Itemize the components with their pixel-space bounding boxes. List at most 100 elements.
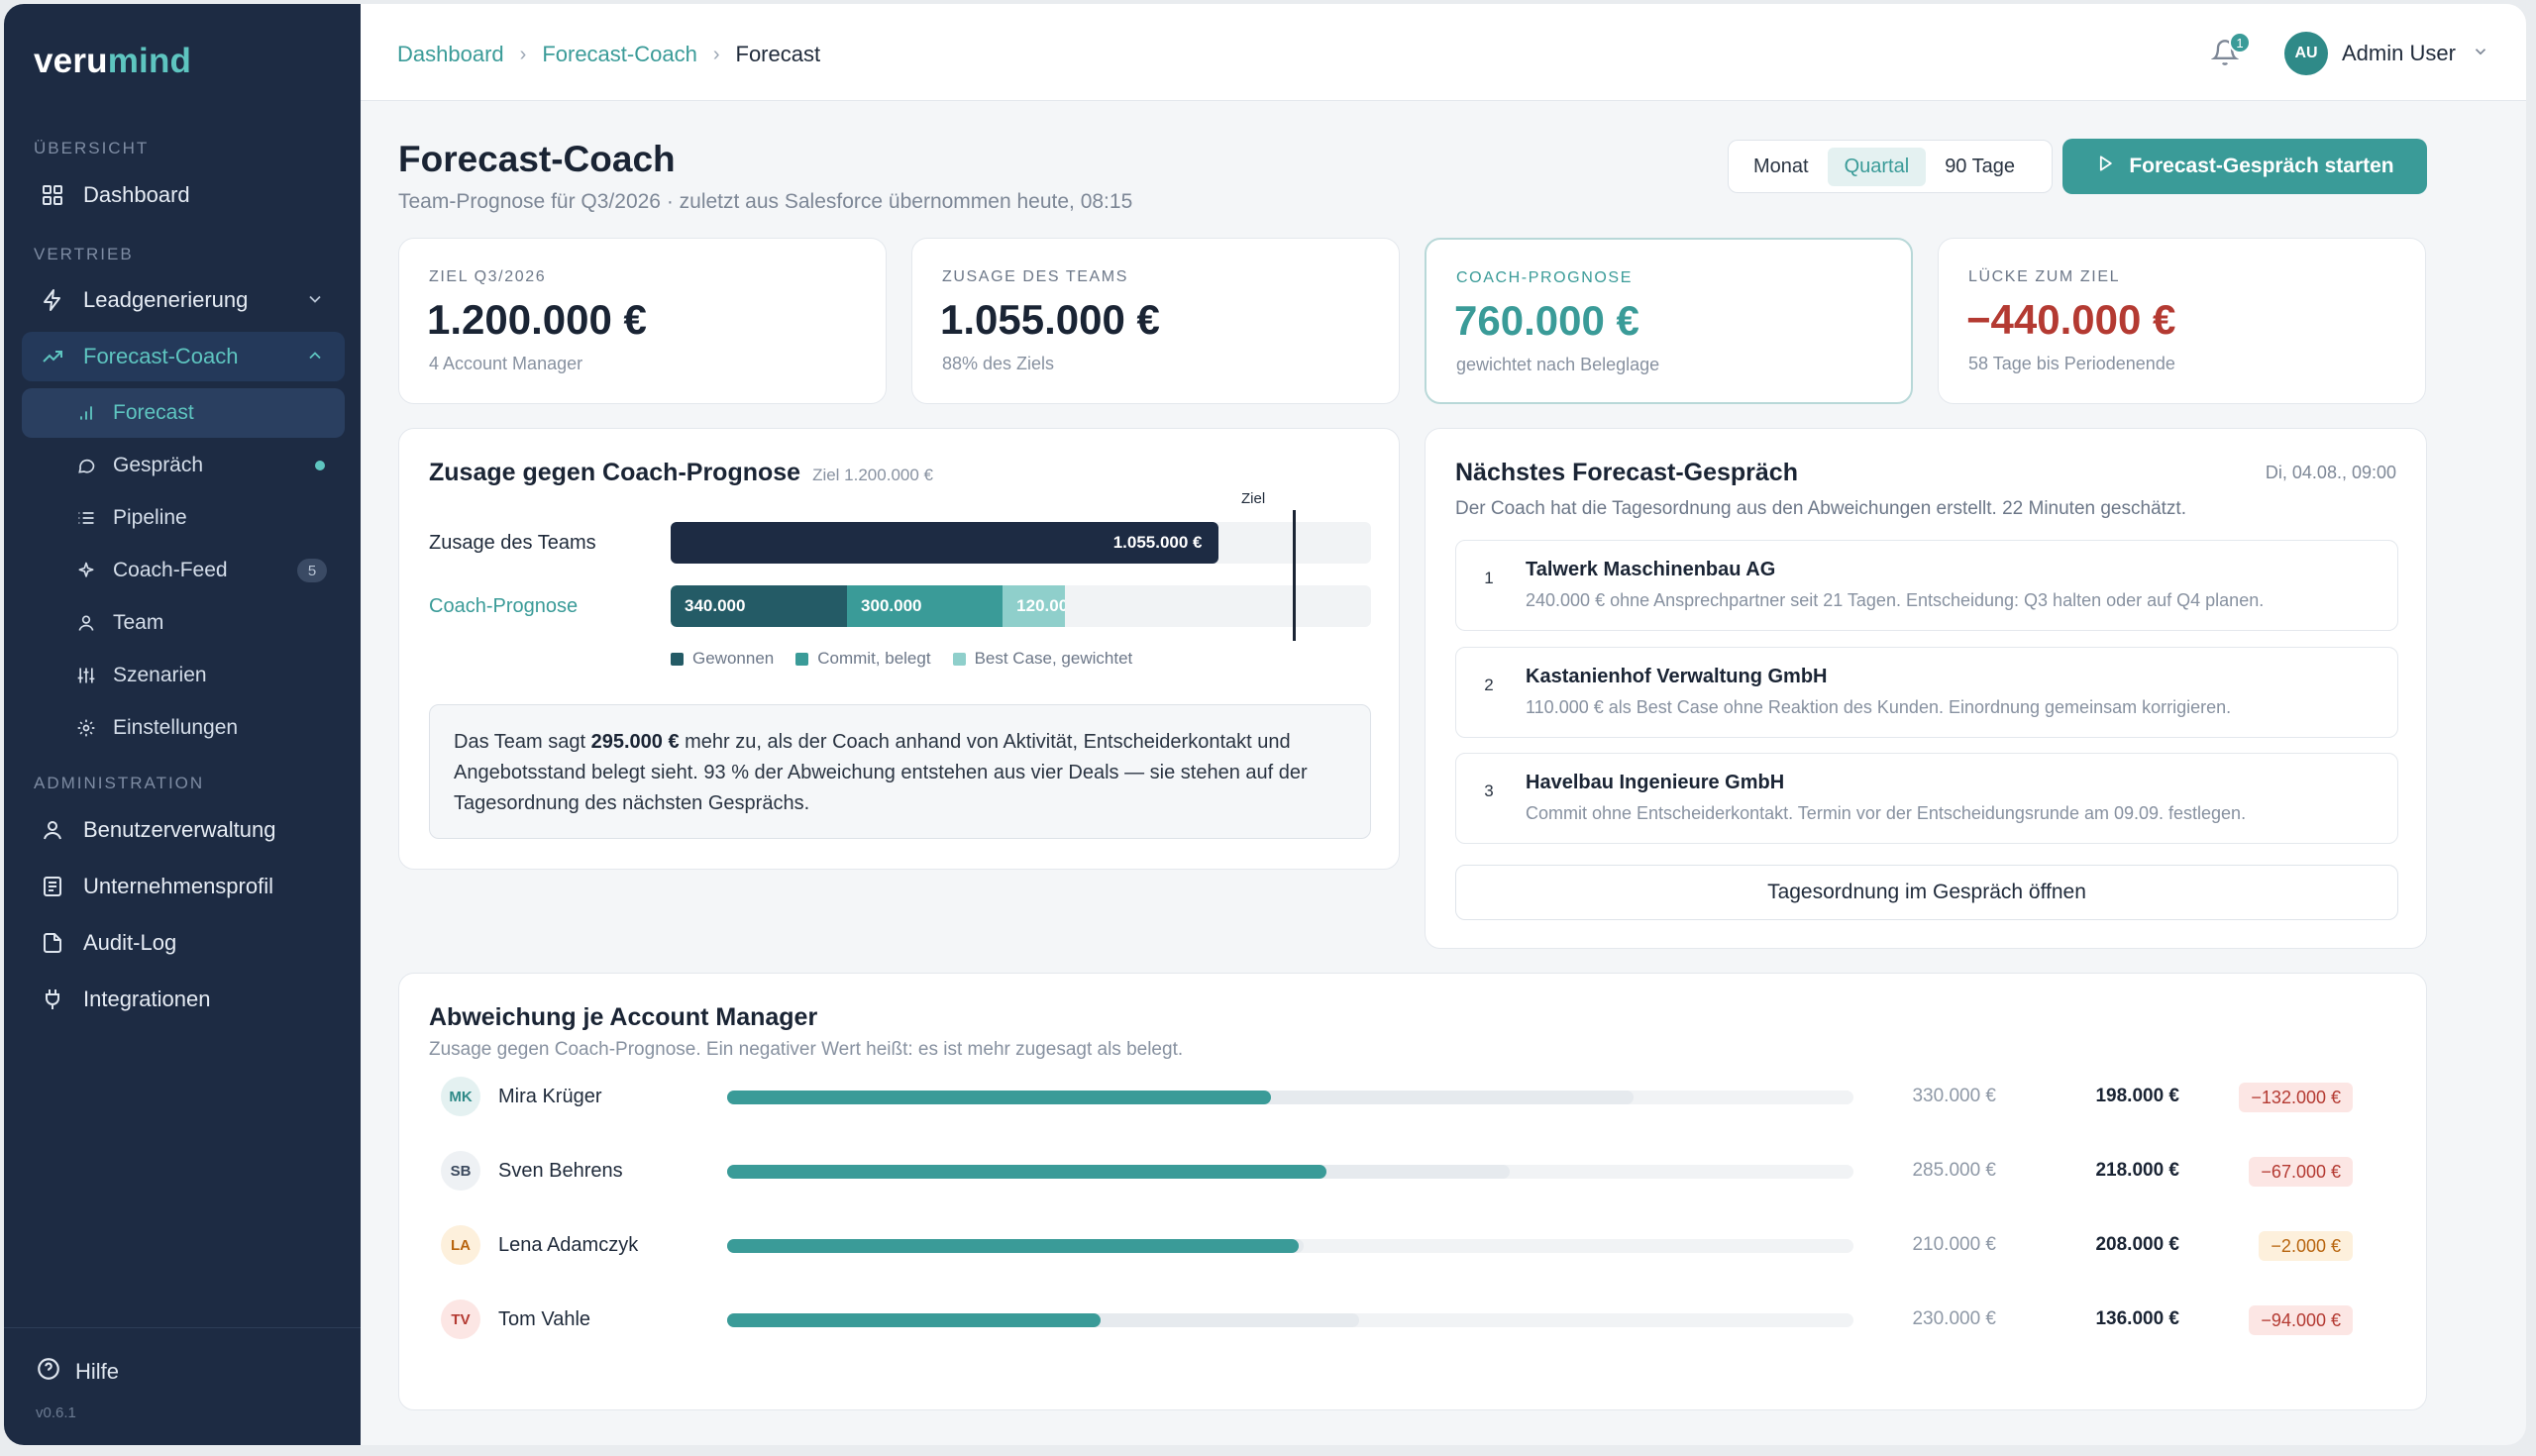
goal-line <box>1293 510 1297 641</box>
avatar: LA <box>441 1225 480 1265</box>
period-option-90-tage[interactable]: 90 Tage <box>1945 155 2015 177</box>
sidebar-item-dashboard[interactable]: Dashboard <box>22 170 345 220</box>
gear-icon <box>75 715 97 741</box>
sidebar-item-benutzerverwaltung[interactable]: Benutzerverwaltung <box>22 805 345 855</box>
breadcrumb-current: Forecast <box>735 42 821 66</box>
kpi-label: ZUSAGE DES TEAMS <box>942 268 1129 285</box>
sidebar-item-integrationen[interactable]: Integrationen <box>22 975 345 1024</box>
bolt-icon <box>40 287 65 313</box>
agenda-number: 2 <box>1484 676 1494 694</box>
forecast-segment-won[interactable]: 340.000 <box>671 585 848 627</box>
commit-value: 230.000 € <box>1912 1308 1996 1329</box>
segment-label: 340.000 <box>685 596 746 615</box>
forecast-bar <box>727 1239 1299 1253</box>
agenda-title: Talwerk Maschinenbau AG <box>1526 559 1776 580</box>
breadcrumb-dashboard[interactable]: Dashboard <box>397 42 504 66</box>
sidebar-item-label: Unternehmensprofil <box>83 874 273 898</box>
card-title-text: Abweichung je Account Manager <box>429 1003 818 1031</box>
agenda-item[interactable]: 3 Havelbau Ingenieure GmbH Commit ohne E… <box>1455 753 2398 844</box>
help-circle-icon <box>36 1356 61 1388</box>
play-icon <box>2095 154 2115 179</box>
account-manager-row[interactable]: TV Tom Vahle 230.000 € 136.000 € −94.000 € <box>429 1296 2392 1345</box>
kpi-value: 760.000 € <box>1454 297 1639 344</box>
kpi-value: 1.200.000 € <box>427 296 647 343</box>
avatar: TV <box>441 1300 480 1339</box>
agenda-title: Kastanienhof Verwaltung GmbH <box>1526 666 1828 687</box>
kpi-hint: gewichtet nach Beleglage <box>1456 355 1660 374</box>
forecast-segment-best-case[interactable]: 120.000 <box>1003 585 1065 627</box>
card-title: Zusage gegen Coach-Prognose Ziel 1.200.0… <box>429 459 933 487</box>
deviation-card: Abweichung je Account Manager Zusage geg… <box>398 973 2427 1410</box>
chart-legend: Gewonnen Commit, belegt Best Case, gewic… <box>671 649 1154 669</box>
chat-bubble-icon <box>75 453 97 478</box>
sidebar-subitem-szenarien[interactable]: Szenarien <box>22 651 345 700</box>
sparkle-icon <box>75 558 97 583</box>
commit-bar[interactable]: 1.055.000 € <box>671 522 1218 564</box>
account-manager-name: Sven Behrens <box>498 1160 623 1182</box>
kpi-label: ZIEL Q3/2026 <box>429 268 547 285</box>
sidebar-item-label: Forecast-Coach <box>83 344 239 368</box>
agenda-item[interactable]: 2 Kastanienhof Verwaltung GmbH 110.000 €… <box>1455 647 2398 738</box>
user-menu[interactable]: AU Admin User <box>2284 32 2489 75</box>
sidebar-item-leadgenerierung[interactable]: Leadgenerierung <box>22 275 345 325</box>
account-manager-row[interactable]: LA Lena Adamczyk 210.000 € 208.000 € −2.000 … <box>429 1221 2392 1271</box>
agenda-number: 3 <box>1484 781 1494 800</box>
sidebar-subitem-pipeline[interactable]: Pipeline <box>22 493 345 543</box>
breadcrumb-forecast-coach[interactable]: Forecast-Coach <box>542 42 697 66</box>
insight-note: Das Team sagt 295.000 € mehr zu, als der… <box>429 704 1371 839</box>
help-link[interactable]: Hilfe <box>36 1356 119 1388</box>
note-highlight: 295.000 € <box>590 731 680 753</box>
sidebar-item-unternehmensprofil[interactable]: Unternehmensprofil <box>22 862 345 911</box>
open-agenda-button[interactable]: Tagesordnung im Gespräch öffnen <box>1455 865 2398 920</box>
sidebar-item-label: Coach-Feed <box>113 559 228 581</box>
meeting-date: Di, 04.08., 09:00 <box>2265 463 2396 482</box>
agenda-item[interactable]: 1 Talwerk Maschinenbau AG 240.000 € ohne… <box>1455 540 2398 631</box>
app-logo[interactable]: verumind <box>34 42 191 81</box>
sidebar-item-audit-log[interactable]: Audit-Log <box>22 918 345 968</box>
page-subtitle: Team-Prognose für Q3/2026 · zuletzt aus … <box>398 190 1133 213</box>
notifications-button[interactable]: 1 <box>2210 32 2251 71</box>
sidebar-subitem-team[interactable]: Team <box>22 598 345 648</box>
forecast-bar <box>727 1165 1326 1179</box>
section-overview-label: ÜBERSICHT <box>34 139 150 157</box>
period-option-quartal[interactable]: Quartal <box>1827 147 1927 186</box>
legend-item-commit: Commit, belegt <box>795 649 931 669</box>
sidebar-subitem-einstellungen[interactable]: Einstellungen <box>22 703 345 753</box>
breadcrumb: Dashboard › Forecast-Coach › Forecast <box>397 42 820 67</box>
kpi-label: LÜCKE ZUM ZIEL <box>1968 268 2121 285</box>
avatar: MK <box>441 1077 480 1116</box>
forecast-row-label: Coach-Prognose <box>429 595 579 617</box>
agenda-description: Commit ohne Entscheiderkontakt. Termin v… <box>1526 803 2247 823</box>
legend-item-won: Gewonnen <box>671 649 774 669</box>
sidebar-item-label: Dashboard <box>83 182 190 207</box>
plug-icon <box>40 987 65 1012</box>
user-icon <box>40 817 65 843</box>
section-sales-label: VERTRIEB <box>34 245 134 263</box>
avatar: AU <box>2284 32 2328 75</box>
kpi-hint: 4 Account Manager <box>429 354 583 373</box>
period-option-monat[interactable]: Monat <box>1753 155 1809 177</box>
avatar: SB <box>441 1151 480 1191</box>
start-forecast-meeting-button[interactable]: Forecast-Gespräch starten <box>2062 139 2427 194</box>
kpi-hint: 88% des Ziels <box>942 354 1055 373</box>
sidebar-subitem-coach-feed[interactable]: Coach-Feed 5 <box>22 546 345 595</box>
deviation-bar-track <box>727 1313 1853 1327</box>
account-manager-row[interactable]: MK Mira Krüger 330.000 € 198.000 € −132.000 … <box>429 1073 2392 1122</box>
agenda-description: 240.000 € ohne Ansprechpartner seit 21 T… <box>1526 590 2265 610</box>
coach-feed-count-badge: 5 <box>297 559 327 582</box>
sidebar-item-label: Benutzerverwaltung <box>83 817 276 842</box>
deviation-bar-track <box>727 1091 1853 1104</box>
legend-item-best-case: Best Case, gewichtet <box>952 649 1132 669</box>
account-manager-row[interactable]: SB Sven Behrens 285.000 € 218.000 € −67.000 … <box>429 1147 2392 1196</box>
legend-swatch <box>795 652 809 666</box>
account-manager-name: Tom Vahle <box>498 1308 591 1330</box>
sidebar-subitem-gespraech[interactable]: Gespräch <box>22 441 345 490</box>
sidebar-subitem-forecast[interactable]: Forecast <box>22 388 345 438</box>
gap-badge: −67.000 € <box>2249 1157 2353 1187</box>
account-manager-name: Lena Adamczyk <box>498 1234 639 1256</box>
meeting-subtitle: Der Coach hat die Tagesordnung aus den A… <box>1455 498 2186 519</box>
goal-marker-label: Ziel <box>1241 490 1266 507</box>
cta-label: Forecast-Gespräch starten <box>2129 155 2394 177</box>
sidebar-item-forecast-coach[interactable]: Forecast-Coach <box>22 332 345 381</box>
forecast-segment-commit[interactable]: 300.000 <box>847 585 1004 627</box>
